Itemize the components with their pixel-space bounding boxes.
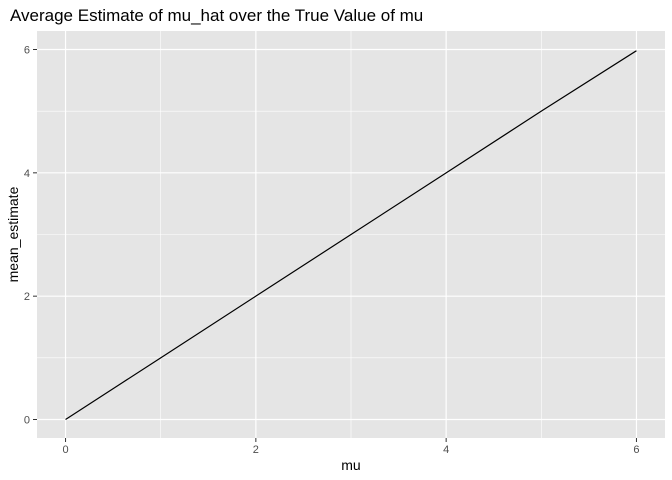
series-line bbox=[65, 50, 637, 421]
x-axis: 0 2 4 6 bbox=[62, 438, 640, 456]
y-tick-label: 4 bbox=[24, 168, 30, 180]
y-axis: 0 2 4 6 bbox=[24, 45, 37, 427]
series-layer bbox=[65, 50, 637, 421]
y-tick-label: 0 bbox=[24, 415, 30, 427]
chart-title: Average Estimate of mu_hat over the True… bbox=[10, 6, 423, 25]
x-tick-label: 2 bbox=[253, 444, 259, 456]
y-tick-label: 2 bbox=[24, 291, 30, 303]
major-gridlines bbox=[37, 31, 665, 438]
y-tick-label: 6 bbox=[24, 45, 30, 57]
x-axis-title: mu bbox=[341, 457, 360, 473]
x-tick-label: 0 bbox=[62, 444, 68, 456]
x-tick-label: 6 bbox=[633, 444, 639, 456]
x-tick-label: 4 bbox=[443, 444, 449, 456]
y-axis-title: mean_estimate bbox=[5, 186, 21, 282]
